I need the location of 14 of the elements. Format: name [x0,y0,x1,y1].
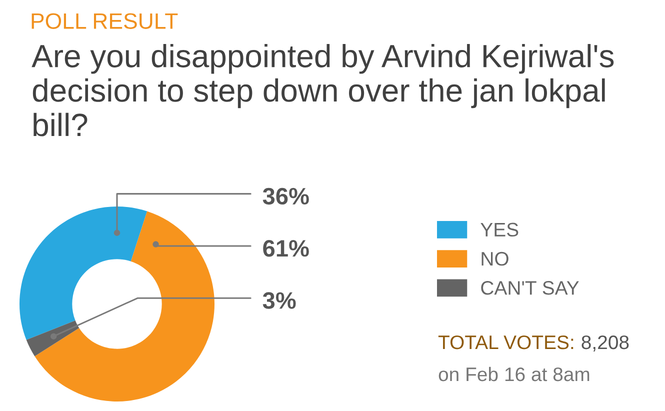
data-label: 61% [263,240,309,257]
text: on Feb 16 at 8am [438,366,590,382]
chart-title: Are you disappointed by Arvind Kejriwal's decision to step down over the jan lokpal bill? [32,44,614,136]
legend-label: YES [480,222,518,237]
data-label: 3% [262,292,296,309]
donut-slice [20,206,148,340]
text: TOTAL VOTES: [438,335,574,350]
text: POLL RESULT [32,13,178,29]
data-label: 36% [262,188,309,205]
legend-label: CAN'T SAY [481,281,579,295]
legend-label: NO [482,252,508,266]
donut-slice [34,211,214,402]
text: 8,208 [582,335,629,352]
donut-slice [26,320,80,356]
